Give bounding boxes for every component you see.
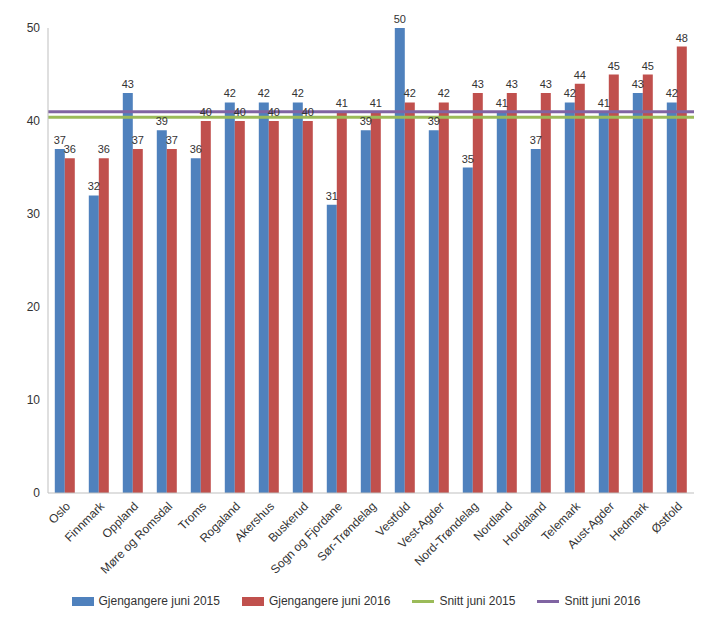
svg-text:39: 39 xyxy=(156,115,168,127)
svg-text:36: 36 xyxy=(190,143,202,155)
html-text:Gjengangere juni 2015: Gjengangere juni 2015 xyxy=(98,594,220,608)
svg-text:36: 36 xyxy=(64,143,76,155)
svg-text:Oppland: Oppland xyxy=(99,499,142,542)
svg-text:42: 42 xyxy=(438,87,450,99)
svg-text:37: 37 xyxy=(53,133,66,146)
svg-text:40: 40 xyxy=(234,106,246,118)
svg-text:37: 37 xyxy=(166,134,178,146)
svg-text:Troms: Troms xyxy=(175,499,210,533)
svg-text:Aust-Agder: Aust-Agder xyxy=(565,499,617,551)
svg-text:Møre og Romsdal: Møre og Romsdal xyxy=(98,499,175,576)
svg-text:Rogaland: Rogaland xyxy=(196,499,244,546)
html-text:Gjengangere juni 2016: Gjengangere juni 2016 xyxy=(268,594,391,608)
svg-text:20: 20 xyxy=(27,300,41,314)
svg-text:42: 42 xyxy=(258,87,270,99)
svg-text:Nord-Trøndelag: Nord-Trøndelag xyxy=(411,499,482,569)
svg-text:30: 30 xyxy=(27,207,41,221)
svg-text:41: 41 xyxy=(598,97,610,109)
svg-text:43: 43 xyxy=(506,78,518,90)
svg-text:40: 40 xyxy=(302,106,314,118)
svg-text:37: 37 xyxy=(132,134,144,146)
svg-text:Vestfold: Vestfold xyxy=(373,499,414,540)
svg-text:39: 39 xyxy=(360,115,372,127)
svg-text:37: 37 xyxy=(530,134,542,146)
svg-text:50: 50 xyxy=(27,21,41,35)
svg-text:42: 42 xyxy=(564,87,576,99)
svg-text:Akershus: Akershus xyxy=(231,499,278,545)
svg-text:Østfold: Østfold xyxy=(648,499,685,536)
svg-text:43: 43 xyxy=(632,78,644,90)
svg-text:44: 44 xyxy=(574,69,586,81)
svg-text:Vest-Agder: Vest-Agder xyxy=(395,499,448,552)
html-text:Snitt juni 2015: Snitt juni 2015 xyxy=(439,594,516,608)
svg-text:Telemark: Telemark xyxy=(538,499,584,544)
svg-text:42: 42 xyxy=(224,87,236,99)
svg-text:40: 40 xyxy=(27,114,41,128)
svg-text:40: 40 xyxy=(268,106,280,118)
svg-text:Finnmark: Finnmark xyxy=(62,499,108,545)
svg-text:32: 32 xyxy=(88,180,100,192)
svg-text:31: 31 xyxy=(326,190,338,202)
svg-text:43: 43 xyxy=(472,78,484,90)
svg-text:Oslo: Oslo xyxy=(46,499,74,527)
svg-text:36: 36 xyxy=(98,143,110,155)
svg-text:50: 50 xyxy=(394,13,406,25)
svg-text:Nordland: Nordland xyxy=(470,499,516,544)
html-text:Snitt juni 2016: Snitt juni 2016 xyxy=(564,594,641,608)
svg-text:42: 42 xyxy=(292,87,304,99)
svg-text:35: 35 xyxy=(462,153,474,165)
svg-text:39: 39 xyxy=(428,115,440,127)
svg-text:40: 40 xyxy=(200,106,212,118)
svg-text:0: 0 xyxy=(33,486,40,500)
svg-text:41: 41 xyxy=(336,97,348,109)
svg-text:Buskerud: Buskerud xyxy=(265,499,312,545)
svg-text:Hordaland: Hordaland xyxy=(500,499,549,548)
svg-text:43: 43 xyxy=(540,78,552,90)
svg-text:45: 45 xyxy=(608,60,620,72)
svg-text:Sogn og Fjordane: Sogn og Fjordane xyxy=(267,499,346,577)
svg-text:45: 45 xyxy=(642,60,654,72)
svg-text:41: 41 xyxy=(370,97,382,109)
svg-text:42: 42 xyxy=(404,87,416,99)
svg-text:42: 42 xyxy=(666,87,678,99)
svg-text:48: 48 xyxy=(676,32,688,44)
svg-text:Hedmark: Hedmark xyxy=(607,499,652,544)
svg-text:Sør-Trøndelag: Sør-Trøndelag xyxy=(314,499,379,564)
svg-text:41: 41 xyxy=(496,97,508,109)
svg-text:43: 43 xyxy=(122,78,134,90)
svg-text:10: 10 xyxy=(27,393,41,407)
